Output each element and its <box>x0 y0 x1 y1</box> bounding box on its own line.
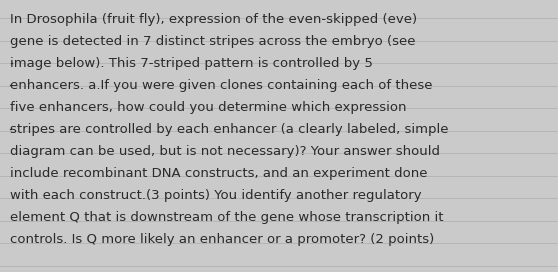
Text: element Q that is downstream of the gene whose transcription it: element Q that is downstream of the gene… <box>10 211 444 224</box>
Text: image below). This 7-striped pattern is controlled by 5: image below). This 7-striped pattern is … <box>10 57 373 70</box>
Text: controls. Is Q more likely an enhancer or a promoter? (2 points): controls. Is Q more likely an enhancer o… <box>10 233 434 246</box>
Text: diagram can be used, but is not necessary)? Your answer should: diagram can be used, but is not necessar… <box>10 144 440 157</box>
Text: In Drosophila (fruit fly), expression of the even-skipped (eve): In Drosophila (fruit fly), expression of… <box>10 13 417 26</box>
Text: with each construct.(3 points) You identify another regulatory: with each construct.(3 points) You ident… <box>10 188 422 202</box>
Text: gene is detected in 7 distinct stripes across the embryo (see: gene is detected in 7 distinct stripes a… <box>10 35 416 48</box>
Text: stripes are controlled by each enhancer (a clearly labeled, simple: stripes are controlled by each enhancer … <box>10 122 449 135</box>
Text: include recombinant DNA constructs, and an experiment done: include recombinant DNA constructs, and … <box>10 166 427 180</box>
Text: enhancers. a.If you were given clones containing each of these: enhancers. a.If you were given clones co… <box>10 79 432 91</box>
Text: five enhancers, how could you determine which expression: five enhancers, how could you determine … <box>10 100 406 113</box>
